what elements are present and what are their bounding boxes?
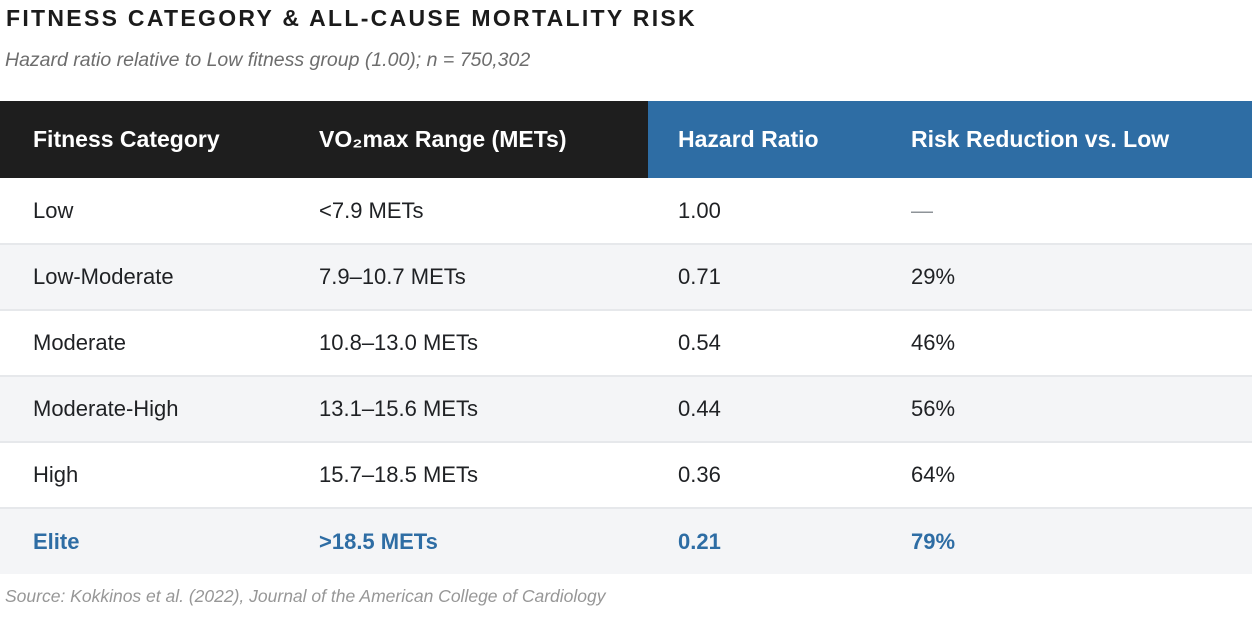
column-header-risk-reduction: Risk Reduction vs. Low: [878, 101, 1252, 178]
table-row-moderate-high: Moderate-High 13.1–15.6 METs 0.44 56%: [0, 375, 1252, 442]
cell-vo2max-range: >18.5 METs: [285, 507, 648, 574]
table-header: Fitness Category VO₂max Range (METs) Haz…: [0, 101, 1252, 178]
cell-category: Moderate: [0, 309, 285, 376]
cell-risk-reduction: 29%: [878, 243, 1252, 310]
fitness-mortality-table: Fitness Category VO₂max Range (METs) Haz…: [0, 101, 1252, 574]
page-title: FITNESS CATEGORY & ALL-CAUSE MORTALITY R…: [6, 5, 697, 31]
table-row-elite: Elite >18.5 METs 0.21 79%: [0, 507, 1252, 574]
cell-category: Moderate-High: [0, 375, 285, 442]
cell-vo2max-range: 13.1–15.6 METs: [285, 375, 648, 442]
cell-vo2max-range: 15.7–18.5 METs: [285, 441, 648, 508]
cell-vo2max-range: 10.8–13.0 METs: [285, 309, 648, 376]
table-row-low: Low <7.9 METs 1.00 —: [0, 178, 1252, 244]
cell-hazard-ratio: 0.71: [648, 243, 878, 310]
cell-risk-reduction: 64%: [878, 441, 1252, 508]
table-row-moderate: Moderate 10.8–13.0 METs 0.54 46%: [0, 309, 1252, 376]
column-header-vo2max-range: VO₂max Range (METs): [285, 101, 648, 178]
cell-risk-reduction: 56%: [878, 375, 1252, 442]
column-header-hazard-ratio: Hazard Ratio: [648, 101, 878, 178]
column-header-fitness-category: Fitness Category: [0, 101, 285, 178]
cell-category: Low-Moderate: [0, 243, 285, 310]
table-header-row: Fitness Category VO₂max Range (METs) Haz…: [0, 101, 1252, 178]
table-row-low-moderate: Low-Moderate 7.9–10.7 METs 0.71 29%: [0, 243, 1252, 310]
cell-vo2max-range: 7.9–10.7 METs: [285, 243, 648, 310]
table-row-high: High 15.7–18.5 METs 0.36 64%: [0, 441, 1252, 508]
cell-category: Low: [33, 197, 74, 223]
cell-risk-reduction: 46%: [878, 309, 1252, 376]
table-body: Low <7.9 METs 1.00 — Low-Moderate 7.9–10…: [0, 178, 1252, 574]
cell-hazard-ratio: 0.44: [648, 375, 878, 442]
cell-risk-reduction: 79%: [878, 507, 1252, 574]
cell-hazard-ratio: 0.21: [648, 507, 878, 574]
source-citation: Source: Kokkinos et al. (2022), Journal …: [5, 586, 606, 606]
cell-hazard-ratio: 1.00: [678, 197, 721, 223]
cell-vo2max-range: <7.9 METs: [319, 197, 424, 223]
cell-category: High: [0, 441, 285, 508]
cell-hazard-ratio: 0.54: [648, 309, 878, 376]
cell-risk-reduction: —: [911, 197, 933, 223]
cell-category: Elite: [0, 507, 285, 574]
page-subtitle: Hazard ratio relative to Low fitness gro…: [5, 49, 531, 71]
cell-hazard-ratio: 0.36: [648, 441, 878, 508]
